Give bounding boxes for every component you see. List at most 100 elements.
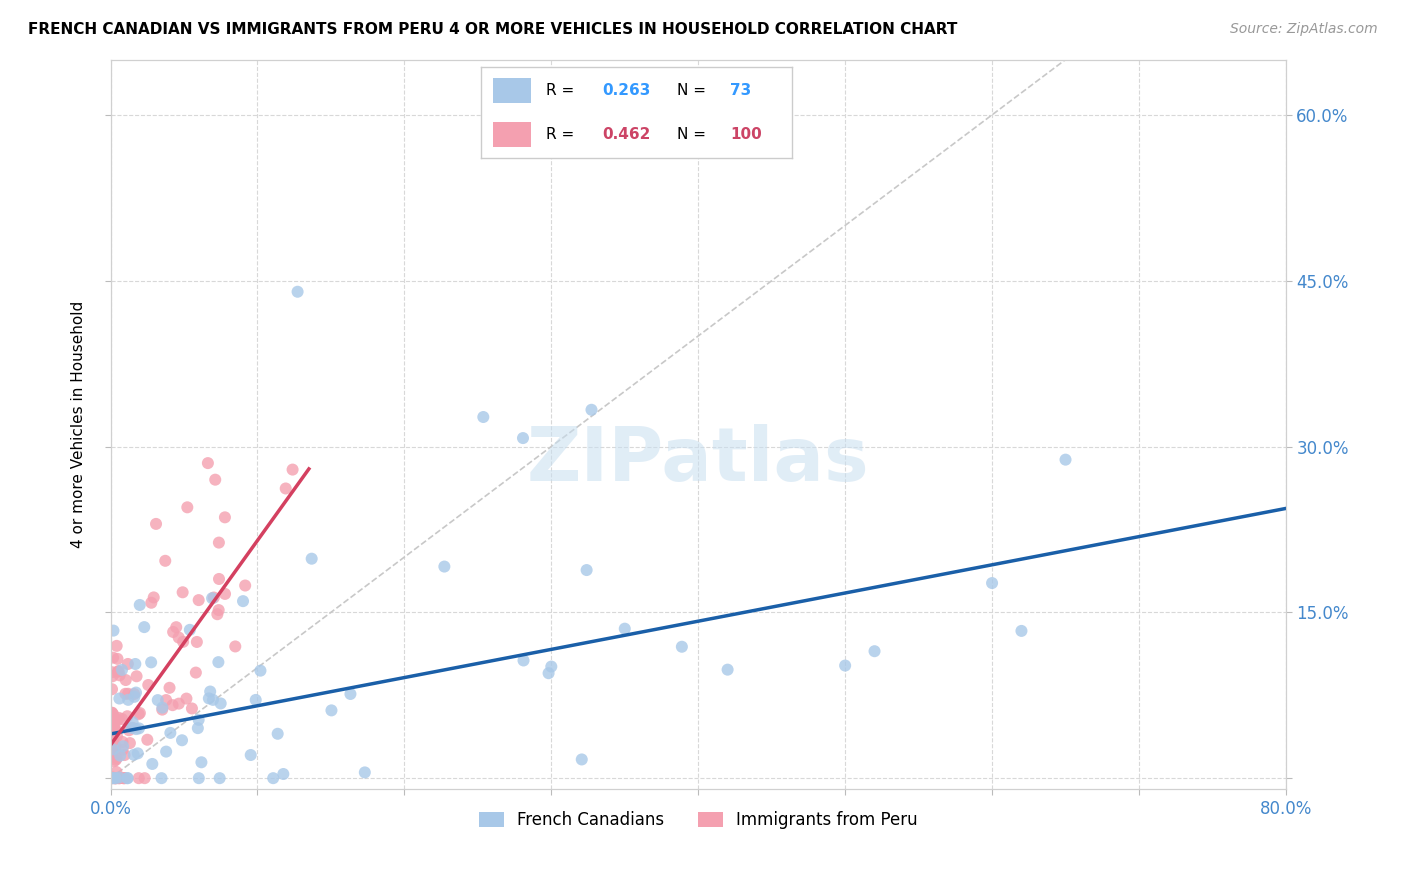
Point — [104, 771, 127, 785]
Point — [124, 657, 146, 671]
Point — [128, 771, 150, 785]
Point — [101, 665, 124, 680]
Point — [155, 745, 177, 759]
Point — [155, 554, 177, 568]
Point — [101, 720, 124, 734]
Point — [201, 591, 224, 606]
Point — [114, 747, 136, 762]
Point — [233, 578, 256, 592]
Point — [136, 732, 159, 747]
Point — [101, 742, 124, 756]
Point — [101, 747, 124, 762]
Point — [1010, 624, 1032, 638]
Point — [863, 644, 886, 658]
Point — [540, 659, 562, 673]
Point — [134, 620, 156, 634]
Point — [101, 733, 124, 747]
Point — [101, 771, 124, 785]
Point — [717, 663, 740, 677]
Point — [512, 431, 534, 445]
Point — [117, 687, 139, 701]
Point — [575, 563, 598, 577]
Point — [141, 756, 163, 771]
Point — [134, 771, 156, 785]
Point — [127, 747, 149, 761]
Point — [114, 687, 136, 701]
Point — [103, 754, 125, 768]
Point — [167, 697, 190, 711]
Point — [266, 727, 288, 741]
Point — [118, 736, 141, 750]
Point — [117, 771, 139, 785]
Point — [118, 723, 141, 738]
Point — [105, 771, 128, 785]
Point — [105, 764, 128, 779]
Point — [104, 771, 127, 785]
Point — [101, 706, 124, 720]
Point — [187, 721, 209, 735]
Point — [142, 591, 165, 605]
Point — [671, 640, 693, 654]
Point — [125, 685, 148, 699]
Point — [433, 559, 456, 574]
Point — [170, 733, 193, 747]
Point — [208, 603, 231, 617]
Point — [141, 596, 163, 610]
Point — [136, 678, 159, 692]
Point — [472, 410, 495, 425]
Point — [186, 635, 208, 649]
Point — [274, 482, 297, 496]
Point — [101, 771, 124, 785]
Point — [155, 693, 177, 707]
Point — [249, 664, 271, 678]
Point — [101, 770, 124, 784]
Point — [208, 535, 231, 549]
Point — [103, 723, 125, 737]
Point — [179, 623, 201, 637]
Point — [281, 462, 304, 476]
Point — [104, 723, 127, 738]
Point — [214, 587, 236, 601]
Point — [105, 639, 128, 653]
Point — [571, 752, 593, 766]
Point — [111, 743, 134, 757]
Point — [124, 690, 146, 704]
Point — [105, 751, 128, 765]
Point — [301, 551, 323, 566]
Point — [101, 669, 124, 683]
Point — [209, 697, 232, 711]
Point — [104, 739, 127, 754]
Point — [128, 706, 150, 720]
Point — [104, 771, 127, 785]
Point — [104, 753, 127, 767]
Point — [287, 285, 309, 299]
Point — [117, 771, 139, 785]
Point — [581, 402, 603, 417]
Point — [112, 739, 135, 754]
Point — [121, 721, 143, 735]
Point — [172, 635, 194, 649]
Point — [101, 749, 124, 764]
Point — [207, 607, 229, 622]
Point — [202, 591, 225, 605]
Point — [104, 771, 127, 785]
Point — [150, 703, 173, 717]
Point — [107, 664, 129, 678]
Point — [107, 665, 129, 679]
Point — [103, 624, 125, 638]
Point — [125, 722, 148, 736]
Point — [101, 706, 124, 720]
Point — [101, 747, 124, 761]
Point — [981, 576, 1004, 591]
Point — [117, 709, 139, 723]
Point — [107, 713, 129, 727]
Point — [187, 713, 209, 727]
Point — [159, 726, 181, 740]
Point — [121, 721, 143, 735]
Point — [159, 681, 181, 695]
Point — [162, 698, 184, 713]
Point — [512, 653, 534, 667]
Point — [208, 572, 231, 586]
Point — [111, 735, 134, 749]
Point — [122, 747, 145, 762]
